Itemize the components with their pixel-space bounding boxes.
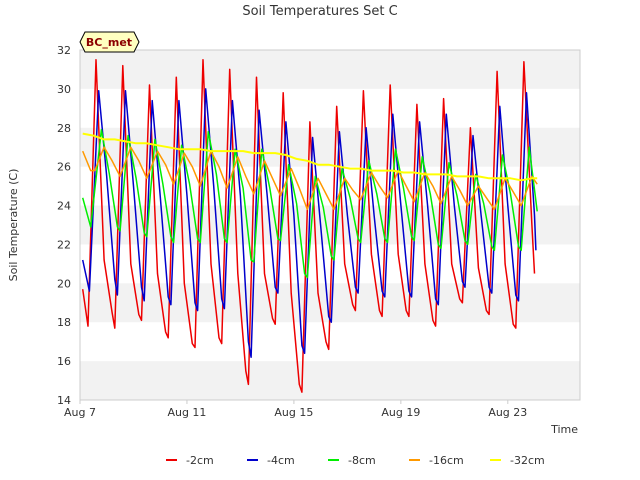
grid-band [80, 361, 580, 400]
x-tick-label: Aug 7 [64, 406, 96, 419]
y-tick-label: 16 [57, 355, 71, 368]
badge-shape [79, 31, 140, 53]
series-group [81, 58, 538, 393]
station-badge: BC_met [79, 31, 140, 53]
y-tick-label: 20 [57, 277, 71, 290]
grid-band [80, 50, 580, 89]
y-axis-label: Soil Temperature (C) [7, 169, 20, 282]
x-tick-label: Aug 15 [274, 406, 313, 419]
series-line-minus-32cm [82, 132, 538, 182]
legend-label: -32cm [510, 454, 545, 467]
x-tick-label: Aug 23 [488, 406, 527, 419]
x-axis-label: Time [550, 423, 578, 436]
y-tick-label: 28 [57, 122, 71, 135]
legend-label: -4cm [267, 454, 295, 467]
y-tick-label: 24 [57, 200, 71, 213]
legend-label: -8cm [348, 454, 376, 467]
series-line-minus-4cm [81, 88, 537, 358]
series-line-minus-16cm [82, 146, 538, 211]
x-tick-label: Aug 19 [381, 406, 420, 419]
y-tick-label: 32 [57, 44, 71, 57]
series-line-minus-8cm [81, 128, 538, 279]
series-line-minus-2cm [81, 58, 536, 393]
plot-frame [79, 49, 581, 401]
y-tick-label: 26 [57, 161, 71, 174]
y-axis-ticks: 14 16 18 20 22 24 26 28 30 32 [57, 44, 71, 407]
legend: -2cm -4cm -8cm -16cm -32cm [166, 454, 545, 467]
y-tick-label: 18 [57, 316, 71, 329]
x-axis-ticks: Aug 7 Aug 11 Aug 15 Aug 19 Aug 23 [64, 400, 527, 419]
y-tick-label: 14 [57, 394, 71, 407]
y-tick-label: 22 [57, 238, 71, 251]
x-tick-label: Aug 11 [167, 406, 206, 419]
legend-label: -16cm [429, 454, 464, 467]
legend-label: -2cm [186, 454, 214, 467]
chart-title: Soil Temperatures Set C [242, 4, 397, 19]
badge-label: BC_met [86, 36, 132, 49]
y-tick-label: 30 [57, 83, 71, 96]
